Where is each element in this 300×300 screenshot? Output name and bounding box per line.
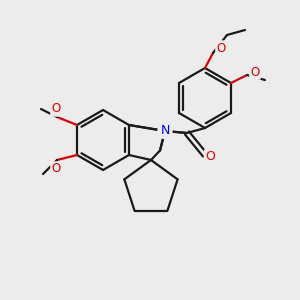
Text: O: O bbox=[216, 41, 226, 55]
Text: O: O bbox=[205, 151, 215, 164]
Text: O: O bbox=[51, 163, 61, 176]
Text: O: O bbox=[250, 65, 260, 79]
Text: N: N bbox=[160, 124, 170, 137]
Circle shape bbox=[158, 124, 172, 138]
Text: O: O bbox=[51, 103, 61, 116]
